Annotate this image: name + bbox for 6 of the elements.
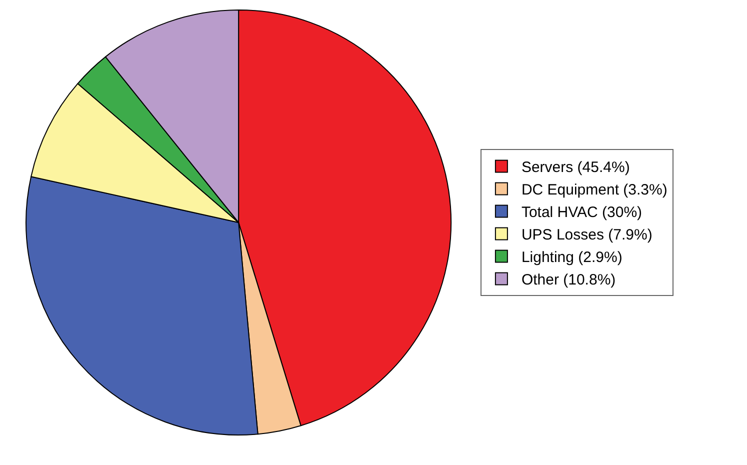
legend-label: DC Equipment (3.3%) xyxy=(521,182,668,199)
legend-label: Total HVAC (30%) xyxy=(521,204,642,222)
legend-label: Servers (45.4%) xyxy=(521,159,630,176)
legend-label: Other (10.8%) xyxy=(521,272,616,289)
legend-label: UPS Losses (7.9%) xyxy=(521,226,652,244)
legend-label: Lighting (2.9%) xyxy=(521,249,622,266)
